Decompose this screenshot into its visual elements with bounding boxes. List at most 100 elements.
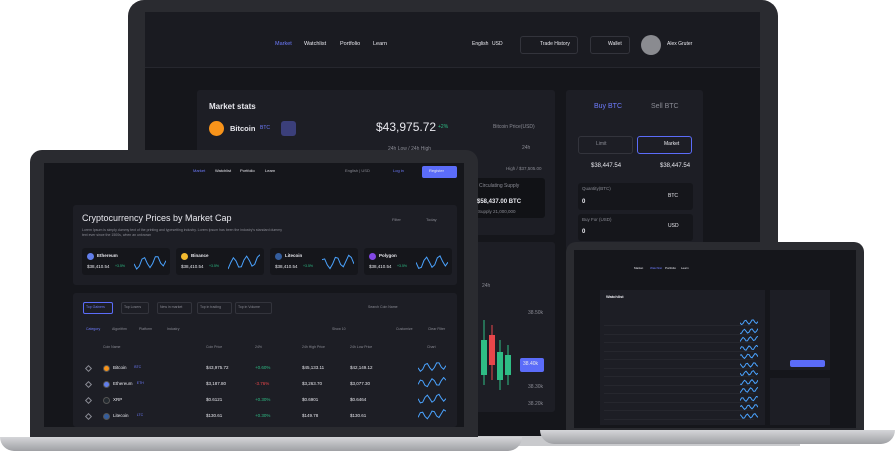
axis-label: 38.50k (528, 310, 544, 316)
coin-icon (369, 253, 376, 260)
input-value: 0 (582, 199, 586, 205)
description: Lorem Ipsum is simply dummy text of the … (82, 228, 283, 237)
nav-link[interactable]: Learn (373, 41, 388, 47)
price-change: +0.30% (255, 413, 271, 418)
chart-period[interactable]: 24h (482, 283, 491, 289)
filter-dropdown[interactable]: Platform (139, 327, 153, 331)
filter-dropdown[interactable]: Industry (167, 327, 180, 331)
trade-history-button[interactable] (520, 36, 578, 54)
coin-card[interactable] (364, 248, 452, 275)
buy-tab[interactable]: Buy BTC (594, 103, 623, 110)
column-header: Chart (427, 345, 436, 349)
filter-tab[interactable] (157, 302, 192, 314)
small-row (604, 393, 754, 394)
filter-dropdown[interactable]: Category (86, 327, 101, 331)
filter-tab[interactable] (121, 302, 149, 314)
coin-card[interactable] (270, 248, 358, 275)
low-price: $3,077.30 (350, 381, 371, 386)
small-buy-button[interactable] (790, 360, 825, 367)
sparkline (134, 256, 166, 270)
show-select[interactable]: Show 10 (332, 327, 346, 331)
quantity-input[interactable] (578, 183, 693, 210)
nav-link[interactable]: Portfolio (240, 168, 255, 173)
small-row (604, 350, 754, 352)
high-price: $3,263.70 (302, 381, 323, 386)
sparkline (740, 378, 758, 385)
coin-icon (103, 397, 110, 404)
wallet-button[interactable] (590, 36, 630, 54)
nav-link[interactable]: Learn (681, 266, 689, 270)
card-change: +3.5% (115, 264, 126, 268)
filter-tab[interactable] (83, 302, 113, 314)
register-button[interactable] (422, 166, 457, 178)
market-option[interactable] (637, 136, 692, 154)
coin-card[interactable] (82, 248, 170, 275)
buy-for-input[interactable] (578, 214, 693, 241)
low-price: $42,149.12 (350, 365, 373, 370)
low-price: $0.6464 (350, 397, 367, 402)
price-change: +0.60% (255, 365, 271, 370)
filter-dropdown[interactable]: Algorithm (112, 327, 127, 331)
card-price: $38,410.54 (181, 264, 204, 269)
coin-name: Bitcoin (113, 365, 127, 370)
currency-select[interactable]: USD (492, 41, 503, 47)
sell-tab[interactable]: Sell BTC (651, 103, 679, 110)
search-input[interactable]: Search Coin Name (368, 305, 398, 309)
high-price: $45,133.11 (302, 365, 325, 370)
coin-icon (103, 413, 110, 420)
nav-link[interactable]: Portfolio (340, 41, 361, 47)
filter-button[interactable]: Filter (392, 217, 401, 222)
limit-option[interactable] (578, 136, 633, 154)
high-price: $149.78 (302, 413, 319, 418)
sparkline (740, 336, 758, 342)
small-row (604, 384, 754, 386)
coin-name: Ethereum (113, 381, 133, 386)
small-laptop-base (540, 430, 895, 444)
card-change: +3.5% (209, 264, 220, 268)
coin-icon (87, 253, 94, 260)
clear-filter-button[interactable]: Clear Filter (428, 327, 446, 331)
coin-name: Litecoin (113, 413, 129, 418)
nav-link[interactable]: Watchlist (215, 168, 232, 173)
nav-link[interactable]: Watchlist (304, 41, 327, 47)
range-label: 24h Low / 24h High (388, 146, 432, 152)
login-link[interactable]: Log in (393, 168, 404, 173)
language-select[interactable]: English (472, 41, 489, 47)
sparkline (740, 412, 758, 419)
small-watchlist-panel (600, 290, 765, 425)
coin-icon (103, 365, 110, 372)
filter-tab[interactable] (235, 302, 272, 314)
card-name: Polygon (379, 253, 397, 258)
nav-link[interactable]: Portfolio (665, 266, 677, 270)
period-select[interactable]: 24h (522, 145, 531, 151)
nav-link[interactable]: Watchlist (650, 266, 663, 270)
panel-title: Market stats (209, 102, 256, 111)
input-value: 0 (582, 229, 586, 235)
small-row (604, 333, 754, 335)
user-name[interactable]: Alex Gruter (667, 41, 693, 47)
axis-label: 38.30k (528, 384, 544, 390)
nav-link[interactable]: Market (193, 168, 206, 173)
small-row (604, 401, 754, 403)
nav-link[interactable]: Market (275, 41, 292, 47)
card-price: $38,410.54 (369, 264, 392, 269)
panel-title: Cryptocurrency Prices by Market Cap (82, 213, 232, 223)
customize-button[interactable]: Customize (396, 327, 413, 331)
locale-select[interactable]: English | USD (345, 168, 370, 173)
column-header: Coin Name (103, 345, 121, 349)
favorite-button[interactable] (281, 121, 296, 136)
sparkline (740, 395, 758, 402)
register-label: Register (429, 168, 444, 173)
nav-link[interactable]: Market (634, 266, 644, 270)
filter-tab[interactable] (197, 302, 232, 314)
nav-link[interactable]: Learn (265, 168, 276, 173)
small-row (604, 359, 754, 360)
period-select[interactable]: Today (426, 217, 437, 222)
card-name: Binance (191, 253, 209, 258)
input-label: Quantity(BTC) (582, 186, 611, 191)
high-price: $0.6901 (302, 397, 319, 402)
sparkline (416, 255, 448, 269)
bitcoin-icon (209, 121, 224, 136)
coin-price: $0.6121 (206, 397, 223, 402)
small-row (604, 376, 754, 377)
